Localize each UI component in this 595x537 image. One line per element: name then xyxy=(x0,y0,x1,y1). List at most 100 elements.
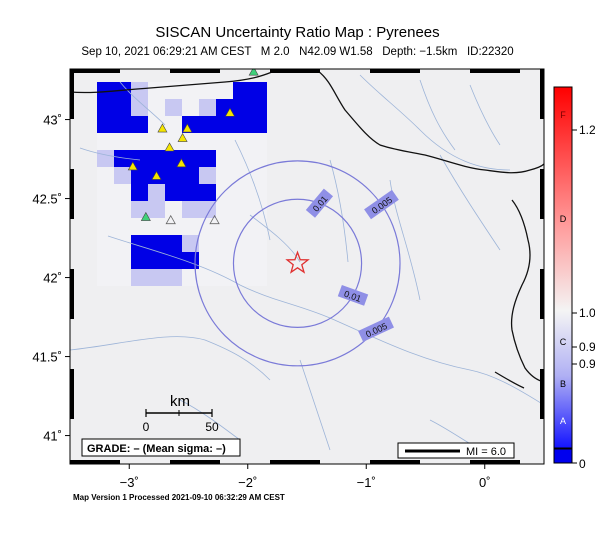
map-title: SISCAN Uncertainty Ratio Map : Pyrenees xyxy=(155,24,440,41)
grid-cell xyxy=(131,218,148,235)
grid-cell xyxy=(114,218,131,235)
grid-cell xyxy=(216,150,233,167)
grid-cell xyxy=(97,116,114,133)
grid-cell xyxy=(216,252,233,269)
grid-cell xyxy=(114,201,131,218)
grid-cell xyxy=(97,184,114,201)
grid-cell xyxy=(250,269,267,286)
grid-cell xyxy=(199,235,216,252)
grid-cell xyxy=(97,252,114,269)
grid-cell xyxy=(216,235,233,252)
grid-cell xyxy=(233,184,250,201)
grid-cell xyxy=(216,82,233,99)
station-triangle-icon xyxy=(157,123,168,133)
grid-cell xyxy=(182,82,199,99)
grid-cell xyxy=(131,167,148,184)
grade-f-label: F xyxy=(560,110,566,120)
grid-cell xyxy=(199,167,216,184)
grid-cell xyxy=(250,235,267,252)
grid-cell xyxy=(148,99,165,116)
grid-cell xyxy=(165,150,182,167)
station-markers xyxy=(127,69,259,225)
grid-cell xyxy=(131,99,148,116)
grid-cell xyxy=(165,82,182,99)
colorbar-value-1: 1.2 xyxy=(579,123,595,137)
station-triangle-icon xyxy=(140,211,151,221)
colorbar: F D C B A 1.2 1.0 0.9 0.9 0 xyxy=(553,86,595,471)
grid-cell xyxy=(148,235,165,252)
grid-cell xyxy=(182,269,199,286)
colorbar-value-4: 0.9 xyxy=(579,357,595,371)
grade-text: GRADE: – (Mean sigma: –) xyxy=(87,443,226,455)
grid-cell xyxy=(182,133,199,150)
grid-cell xyxy=(182,235,199,252)
grid-cell xyxy=(131,252,148,269)
frame-tick-marks xyxy=(70,69,544,464)
grid-cell xyxy=(182,218,199,235)
lat-tick-label: 41.5˚ xyxy=(32,350,62,365)
station-triangle-icon xyxy=(164,142,175,152)
grid-cell xyxy=(250,184,267,201)
grade-c-label: C xyxy=(560,337,567,347)
grid-cell xyxy=(250,252,267,269)
grid-cell xyxy=(233,133,250,150)
grid-cell xyxy=(165,218,182,235)
grid-cell xyxy=(148,269,165,286)
grid-cell xyxy=(114,167,131,184)
grid-cell xyxy=(114,235,131,252)
mi-legend: MI = 6.0 xyxy=(397,442,515,459)
grid-cell xyxy=(216,218,233,235)
grid-cell xyxy=(97,235,114,252)
mi-legend-label: MI = 6.0 xyxy=(466,446,506,458)
grid-cell xyxy=(182,167,199,184)
grid-cell xyxy=(250,82,267,99)
station-triangle-icon xyxy=(151,170,162,180)
grid-cell xyxy=(216,201,233,218)
grid-cell xyxy=(131,201,148,218)
grid-cell xyxy=(250,167,267,184)
grid-cell xyxy=(148,218,165,235)
grid-cell xyxy=(182,184,199,201)
grid-cell xyxy=(165,235,182,252)
grid-cell xyxy=(114,133,131,150)
grid-cell xyxy=(114,116,131,133)
grid-cell xyxy=(131,150,148,167)
grid-cell xyxy=(97,218,114,235)
grid-cell xyxy=(182,201,199,218)
lon-tick-label: −1˚ xyxy=(357,475,376,490)
grade-b-label: B xyxy=(560,379,566,389)
colorbar-value-5: 0 xyxy=(579,457,586,471)
grade-d-label: D xyxy=(560,214,567,224)
grid-cell xyxy=(199,184,216,201)
grid-cell xyxy=(165,269,182,286)
station-triangle-icon xyxy=(177,132,188,142)
grid-cell xyxy=(131,184,148,201)
station-triangle-icon xyxy=(127,161,138,171)
colorbar-value-2: 1.0 xyxy=(579,306,595,320)
lat-tick-label: 42.5˚ xyxy=(32,192,62,207)
grid-cell xyxy=(114,184,131,201)
axis-tick-labels: −3˚ −2˚ −1˚ 0˚ 43˚ 42.5˚ 42˚ 41.5˚ 41˚ xyxy=(32,113,490,490)
grid-cell xyxy=(233,201,250,218)
grid-cell xyxy=(250,116,267,133)
grid-cell xyxy=(233,235,250,252)
grid-cell xyxy=(250,99,267,116)
grid-cell xyxy=(148,82,165,99)
station-triangle-icon xyxy=(224,107,235,117)
grid-cell xyxy=(199,116,216,133)
grid-cell xyxy=(182,150,199,167)
uncertainty-grid xyxy=(97,82,267,286)
grade-box: GRADE: – (Mean sigma: –) xyxy=(81,438,241,457)
grid-cell xyxy=(182,99,199,116)
grid-cell xyxy=(216,269,233,286)
grid-cell xyxy=(148,201,165,218)
grid-cell xyxy=(199,99,216,116)
contour-ring xyxy=(232,198,363,328)
lat-tick-label: 43˚ xyxy=(43,113,62,128)
grid-cell xyxy=(114,269,131,286)
grid-cell xyxy=(233,99,250,116)
station-open-triangle-icon xyxy=(209,214,220,225)
scale-bar: km 0 50 xyxy=(143,393,219,434)
lat-tick-label: 41˚ xyxy=(43,429,62,444)
